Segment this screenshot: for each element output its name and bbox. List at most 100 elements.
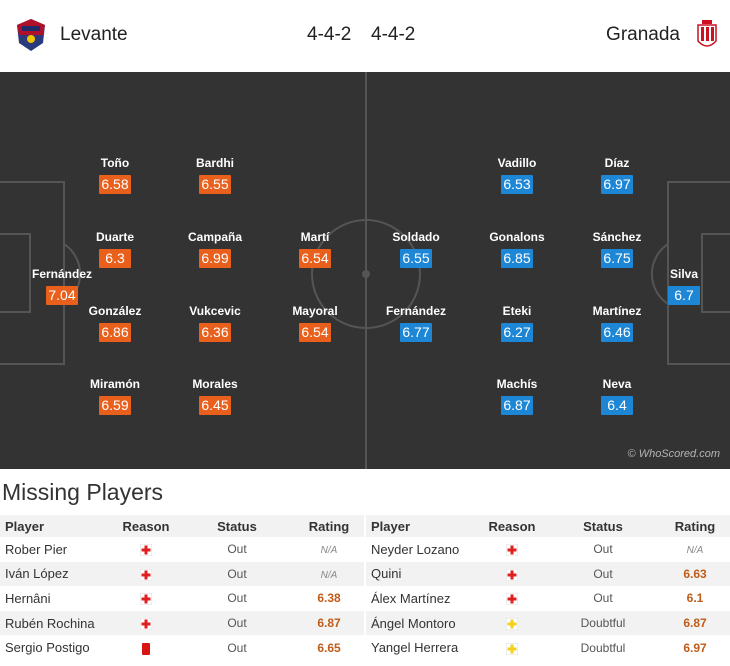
player-rating: 6.7 [668, 286, 700, 305]
away-player[interactable]: Díaz 6.97 [572, 156, 662, 194]
missing-players-title: Missing Players [2, 479, 164, 505]
rating-value: 6.38 [317, 591, 341, 606]
injury-icon [140, 591, 152, 606]
home-missing-table: Player Reason Status Rating Rober Pier Ou… [0, 515, 364, 660]
player-name: Silva [669, 267, 699, 281]
header-rating: Rating [294, 515, 364, 537]
player-rating: 6.59 [99, 396, 131, 415]
status-cell: Doubtful [580, 640, 626, 655]
player-name: González [88, 304, 142, 318]
away-player[interactable]: Vadillo 6.53 [472, 156, 562, 194]
home-player[interactable]: Campaña 6.99 [170, 230, 260, 268]
rating-cell: 6.1 [660, 586, 730, 611]
rating-value: 6.87 [683, 616, 707, 631]
player-rating: 6.45 [199, 396, 231, 415]
home-team-name[interactable]: Levante [60, 24, 128, 45]
away-player[interactable]: Sánchez 6.75 [572, 230, 662, 268]
status-cell: Doubtful [546, 610, 660, 636]
rating-value: 6.87 [317, 616, 341, 631]
home-player-gk[interactable]: Fernández 7.04 [17, 267, 107, 305]
injury-icon [140, 616, 152, 630]
missing-player-name[interactable]: Neyder Lozano [371, 541, 460, 557]
home-player[interactable]: Miramón 6.59 [70, 377, 160, 415]
player-name: Fernández [385, 304, 446, 318]
home-player[interactable]: Duarte 6.3 [70, 230, 160, 268]
player-name: Miramón [89, 377, 140, 391]
missing-player-name[interactable]: Hernâni [5, 590, 51, 606]
rating-cell: 6.65 [294, 635, 364, 660]
player-rating: 6.53 [501, 175, 533, 194]
header-player: Player [0, 515, 112, 537]
status-cell: Out [546, 561, 660, 587]
status-cell: Out [227, 591, 247, 606]
player-rating: 6.97 [601, 175, 633, 194]
rating-cell: 6.97 [660, 635, 730, 660]
home-player[interactable]: Vukcevic 6.36 [170, 304, 260, 342]
home-formation: 4-4-2 [307, 24, 352, 45]
reason-cell [478, 537, 546, 562]
doubtful-icon [506, 641, 518, 655]
watermark: © WhoScored.com [627, 448, 720, 460]
away-player[interactable]: Martínez 6.46 [572, 304, 662, 342]
away-player-gk[interactable]: Silva 6.7 [639, 267, 729, 305]
levante-crest-icon[interactable] [14, 17, 48, 53]
player-rating: 6.3 [99, 249, 131, 268]
table-row: Quini Out 6.63 [366, 561, 730, 587]
player-name: Gonalons [489, 230, 545, 244]
player-name: Sánchez [592, 230, 642, 244]
rating-value: N/A [320, 545, 338, 557]
status-cell: Out [593, 542, 613, 557]
missing-player-name[interactable]: Sergio Postigo [5, 640, 90, 656]
home-player[interactable]: Bardhi 6.55 [170, 156, 260, 194]
match-header: Levante 4-4-2 4-4-2 Granada [0, 0, 730, 72]
player-rating: 6.77 [400, 323, 432, 342]
player-rating: 6.55 [400, 249, 432, 268]
table-row: Rober Pier Out N/A [0, 537, 364, 562]
header-rating: Rating [660, 515, 730, 537]
player-rating: 6.46 [601, 323, 633, 342]
missing-player-name[interactable]: Rober Pier [5, 541, 68, 557]
away-player[interactable]: Soldado 6.55 [371, 230, 461, 268]
table-row: Ángel Montoro Doubtful 6.87 [366, 610, 730, 636]
reason-cell [478, 610, 546, 636]
player-name: Campaña [187, 230, 243, 244]
missing-player-name[interactable]: Quini [366, 561, 478, 587]
player-rating: 6.4 [601, 396, 633, 415]
home-player[interactable]: Toño 6.58 [70, 156, 160, 194]
player-rating: 6.54 [299, 249, 331, 268]
header-player: Player [366, 515, 478, 537]
home-player[interactable]: Martí 6.54 [270, 230, 360, 268]
header-reason: Reason [478, 515, 546, 537]
home-player[interactable]: Mayoral 6.54 [270, 304, 360, 342]
table-row: Sergio Postigo Out 6.65 [0, 635, 364, 660]
missing-player-name[interactable]: Yangel Herrera [371, 640, 459, 656]
reason-cell [478, 635, 546, 660]
granada-crest-icon[interactable] [690, 17, 724, 53]
home-player[interactable]: Morales 6.45 [170, 377, 260, 415]
away-player[interactable]: Neva 6.4 [572, 377, 662, 415]
away-player[interactable]: Gonalons 6.85 [472, 230, 562, 268]
missing-player-name[interactable]: Álex Martínez [371, 590, 451, 606]
away-player[interactable]: Eteki 6.27 [472, 304, 562, 342]
rating-cell: N/A [294, 537, 364, 562]
missing-player-name[interactable]: Rubén Rochina [0, 610, 112, 636]
away-player[interactable]: Fernández 6.77 [371, 304, 461, 342]
table-row: Álex Martínez Out 6.1 [366, 586, 730, 611]
player-rating: 6.75 [601, 249, 633, 268]
table-row: Yangel Herrera Doubtful 6.97 [366, 635, 730, 660]
away-team-name[interactable]: Granada [606, 24, 680, 45]
away-player[interactable]: Machís 6.87 [472, 377, 562, 415]
missing-player-name[interactable]: Ángel Montoro [366, 610, 478, 636]
home-player[interactable]: González 6.86 [70, 304, 160, 342]
table-row: Neyder Lozano Out N/A [366, 537, 730, 562]
status-cell: Out [227, 640, 247, 655]
rating-cell: 6.38 [294, 586, 364, 611]
missing-player-name[interactable]: Iván López [0, 561, 112, 587]
player-rating: 6.86 [99, 323, 131, 342]
player-name: Eteki [502, 304, 532, 318]
injury-icon [140, 542, 152, 557]
injury-icon [140, 567, 152, 581]
red-card-icon [140, 641, 152, 655]
player-name: Bardhi [195, 156, 234, 170]
player-name: Toño [100, 156, 130, 170]
